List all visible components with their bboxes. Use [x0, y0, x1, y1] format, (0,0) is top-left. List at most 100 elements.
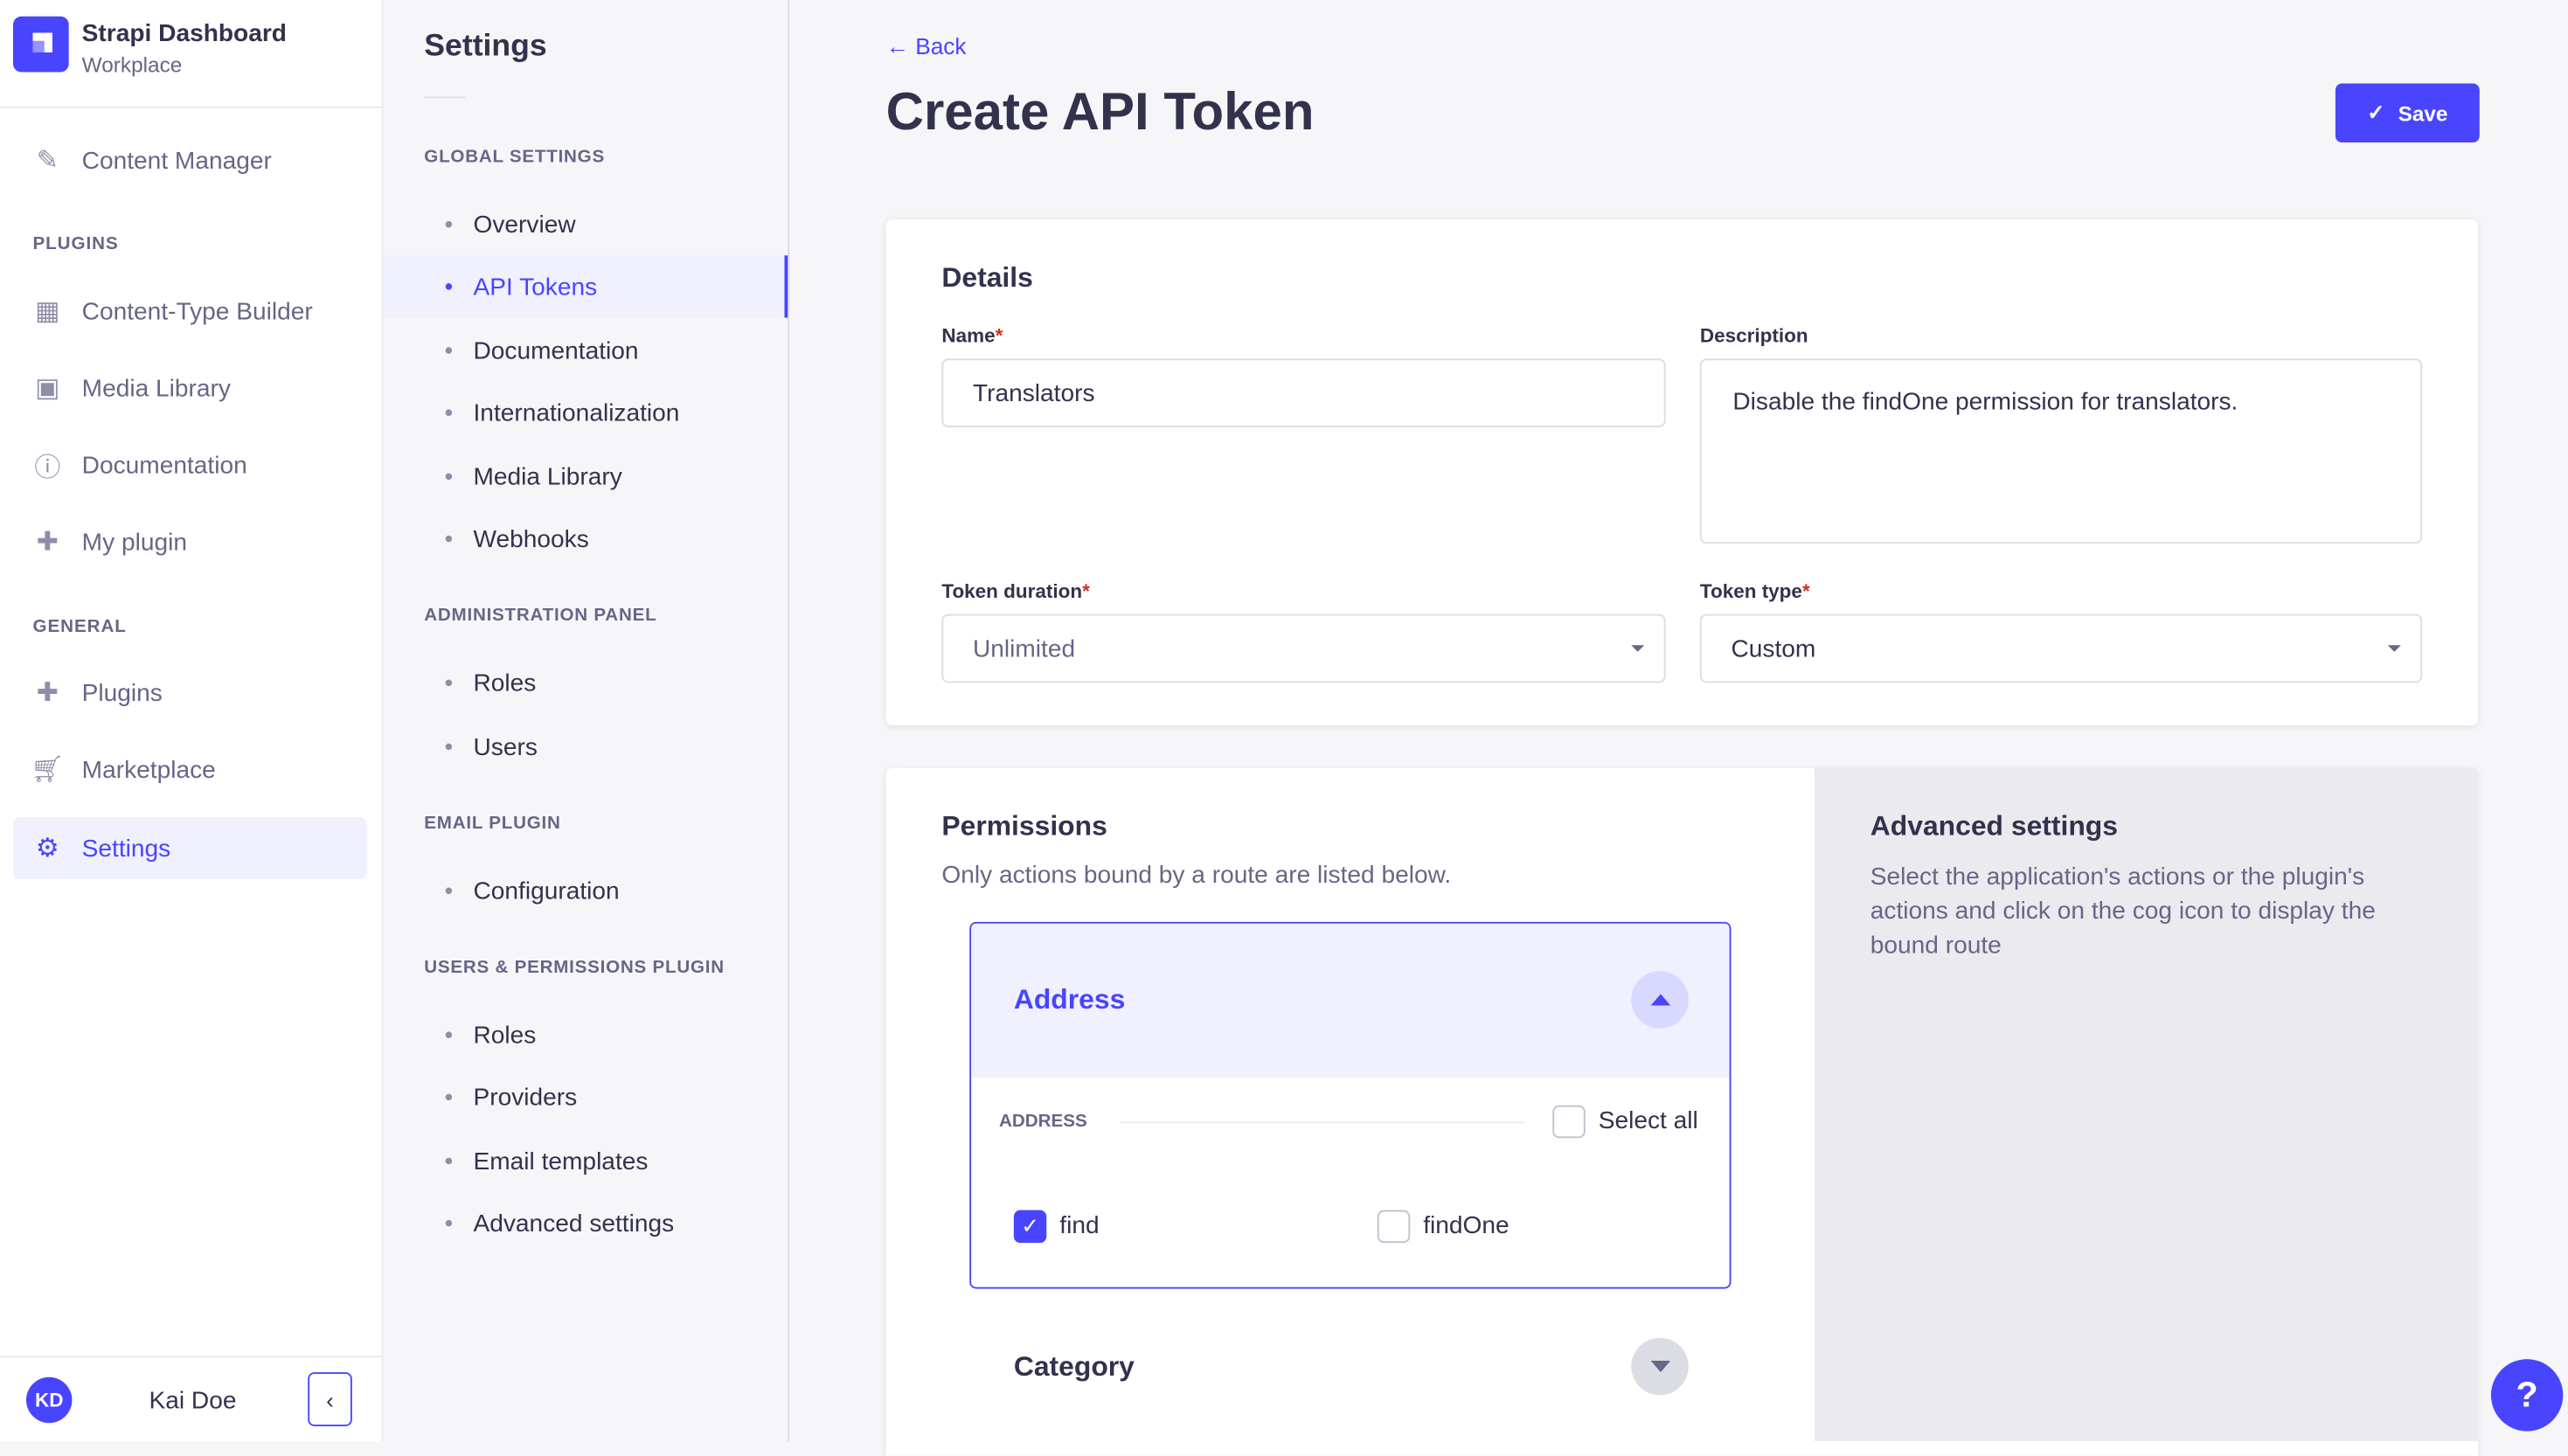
nav-item-media-library[interactable]: ▣ Media Library	[13, 357, 367, 419]
back-link[interactable]: ← Back	[885, 32, 967, 59]
advanced-settings-panel	[1815, 767, 2478, 1441]
main-nav	[0, 0, 384, 1441]
token-type-select[interactable]: Custom	[1699, 614, 2423, 683]
nav-item-content-manager[interactable]: ✎ Content Manager	[13, 129, 367, 191]
select-all-label[interactable]: Select all	[1598, 1106, 1698, 1135]
nav-heading-general: GENERAL	[32, 617, 127, 637]
check-icon: ✓	[1021, 1213, 1039, 1238]
advanced-settings-text: Select the application's actions or the …	[1870, 863, 2376, 960]
select-all-checkbox[interactable]	[1552, 1105, 1586, 1139]
caret-up-icon	[1649, 994, 1670, 1006]
subnav-label: Webhooks	[473, 524, 589, 553]
description-textarea[interactable]: Disable the findOne permission for trans…	[1699, 358, 2423, 544]
chevron-left-icon: ‹	[326, 1386, 334, 1413]
subnav-item-users[interactable]: Users	[383, 716, 788, 778]
subnav-label: Roles	[473, 669, 537, 697]
divider	[0, 1355, 382, 1358]
expand-toggle[interactable]	[1631, 1337, 1689, 1396]
nav-item-plugins[interactable]: ✚ Plugins	[13, 662, 367, 724]
subnav-label: Email templates	[473, 1147, 649, 1175]
nav-item-content-type-builder[interactable]: ▦ Content-Type Builder	[13, 280, 367, 342]
brand-title: Strapi Dashboard	[81, 19, 287, 48]
subnav-item-api-tokens[interactable]: API Tokens	[383, 255, 788, 318]
description-label: Description	[1699, 323, 1808, 348]
help-button[interactable]: ?	[2490, 1359, 2564, 1432]
nav-label: Media Library	[81, 374, 231, 402]
collapse-nav-button[interactable]: ‹	[308, 1372, 352, 1426]
subnav-heading: EMAIL PLUGIN	[424, 814, 561, 834]
findone-checkbox[interactable]	[1377, 1210, 1411, 1244]
nav-item-my-plugin[interactable]: ✚ My plugin	[13, 511, 367, 573]
subnav-item-documentation[interactable]: Documentation	[383, 319, 788, 381]
subnav-item-internationalization[interactable]: Internationalization	[383, 382, 788, 444]
nav-label: Marketplace	[81, 755, 216, 784]
subnav-label: Users	[473, 732, 538, 761]
nav-label: Settings	[81, 834, 171, 863]
find-label[interactable]: find	[1059, 1211, 1100, 1240]
accordion-category-title[interactable]: Category	[1013, 1350, 1135, 1383]
question-icon: ?	[2516, 1374, 2538, 1415]
info-icon: ⓘ	[34, 454, 61, 483]
token-type-label: Token type*	[1699, 579, 1810, 603]
nav-item-documentation[interactable]: ⓘ Documentation	[13, 434, 367, 496]
settings-subnav	[383, 0, 790, 1441]
divider	[1120, 1121, 1525, 1124]
subnav-item-media-library[interactable]: Media Library	[383, 446, 788, 508]
findone-label[interactable]: findOne	[1423, 1211, 1510, 1240]
nav-label: Content-Type Builder	[81, 297, 313, 325]
divider	[424, 96, 466, 99]
puzzle-icon: ✚	[36, 529, 59, 558]
token-duration-label: Token duration*	[941, 579, 1090, 603]
check-icon: ✓	[2367, 100, 2385, 125]
image-icon: ▣	[35, 375, 60, 403]
puzzle-icon: ✚	[36, 679, 59, 708]
token-duration-select[interactable]: Unlimited	[941, 614, 1666, 683]
accordion-address: Address ADDRESS Select all ✓ find findOn…	[969, 921, 1732, 1289]
cart-icon: 🛒︎	[31, 756, 65, 785]
collapse-toggle[interactable]	[1631, 971, 1689, 1029]
details-title: Details	[941, 261, 1033, 294]
nav-label: Plugins	[81, 678, 163, 707]
subnav-label: Overview	[473, 210, 576, 239]
avatar[interactable]: KD	[25, 1376, 73, 1424]
subnav-label: Media Library	[473, 462, 622, 491]
subnav-item-advanced-settings[interactable]: Advanced settings	[383, 1192, 788, 1254]
advanced-settings-title: Advanced settings	[1870, 810, 2118, 842]
accordion-header[interactable]	[971, 923, 1730, 1078]
subnav-item-up-roles[interactable]: Roles	[383, 1004, 788, 1066]
subnav-heading: ADMINISTRATION PANEL	[424, 606, 657, 626]
subnav-label: Providers	[473, 1083, 578, 1112]
user-name[interactable]: Kai Doe	[149, 1387, 237, 1415]
subnav-item-roles[interactable]: Roles	[383, 652, 788, 714]
subnav-heading: USERS & PERMISSIONS PLUGIN	[424, 958, 725, 978]
subnav-item-configuration[interactable]: Configuration	[383, 860, 788, 922]
section-label: ADDRESS	[998, 1112, 1087, 1132]
subnav-label: Advanced settings	[473, 1209, 675, 1238]
brand-subtitle: Workplace	[81, 52, 183, 78]
strapi-logo[interactable]	[12, 16, 69, 73]
subnav-item-overview[interactable]: Overview	[383, 193, 788, 255]
subnav-item-providers[interactable]: Providers	[383, 1066, 788, 1128]
caret-down-icon	[1631, 645, 1645, 652]
permissions-subtitle: Only actions bound by a route are listed…	[941, 861, 1452, 890]
name-label: Name*	[941, 323, 1003, 348]
name-input[interactable]: Translators	[941, 358, 1666, 428]
subnav-label: Documentation	[473, 336, 639, 364]
subnav-label: Configuration	[473, 877, 620, 905]
find-checkbox[interactable]: ✓	[1013, 1210, 1047, 1244]
page-title: Create API Token	[885, 81, 1315, 142]
settings-title: Settings	[424, 29, 547, 65]
feather-icon: ✎	[36, 147, 59, 176]
subnav-heading: GLOBAL SETTINGS	[424, 147, 605, 168]
subnav-item-webhooks[interactable]: Webhooks	[383, 508, 788, 570]
nav-label: Content Manager	[81, 146, 272, 175]
nav-item-settings[interactable]: ⚙ Settings	[12, 816, 367, 880]
subnav-label: Internationalization	[473, 399, 680, 427]
divider	[0, 106, 382, 108]
nav-item-marketplace[interactable]: 🛒︎ Marketplace	[13, 738, 367, 801]
save-button[interactable]: ✓ Save	[2335, 83, 2480, 143]
nav-label: Documentation	[81, 451, 247, 480]
permissions-title: Permissions	[941, 810, 1107, 842]
subnav-item-email-templates[interactable]: Email templates	[383, 1130, 788, 1192]
subnav-label: Roles	[473, 1021, 537, 1050]
